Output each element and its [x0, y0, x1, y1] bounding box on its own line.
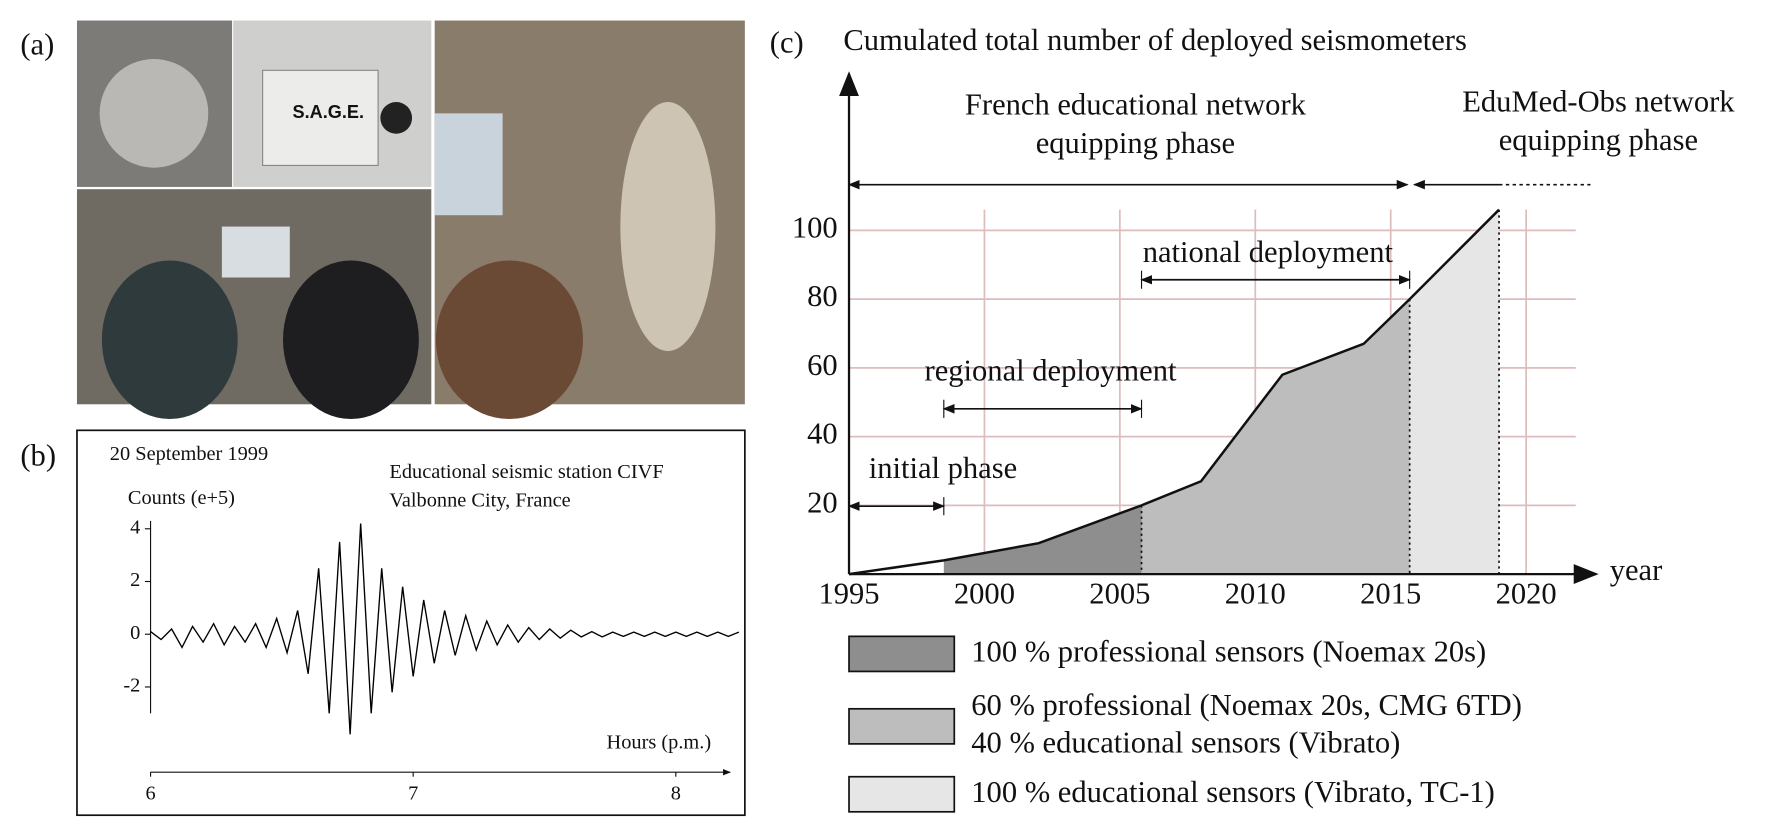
area-segment	[943, 505, 1142, 575]
person	[283, 260, 419, 419]
y-tick-label: 40	[807, 417, 838, 451]
y-tick-label: 20	[807, 485, 838, 519]
panel-label: (b)	[20, 439, 56, 473]
gps-antenna	[380, 102, 413, 134]
annotation: regional deployment	[925, 354, 1177, 388]
panel-label: (c)	[770, 25, 804, 59]
annotation: French educational network	[965, 88, 1307, 122]
panel-frame	[76, 429, 746, 817]
y-tick-label: 60	[807, 348, 838, 382]
person	[620, 102, 716, 352]
y-tick-label: 0	[130, 622, 140, 644]
annotation: national deployment	[1143, 235, 1394, 269]
legend-swatch	[848, 775, 956, 813]
y-tick-label: 4	[130, 516, 140, 538]
legend-label: 100 % educational sensors (Vibrato, TC-1…	[971, 775, 1495, 809]
annotation: equipping phase	[1499, 123, 1698, 157]
x-tick-label: 2000	[954, 577, 1015, 611]
photo-text: S.A.G.E.	[293, 102, 364, 122]
cumulative-line	[848, 208, 1500, 576]
y-tick-label: 2	[130, 569, 140, 591]
x-tick-label: 2005	[1089, 577, 1150, 611]
panel-label: (a)	[20, 28, 54, 62]
x-tick-label: 2010	[1225, 577, 1286, 611]
sage-box	[262, 69, 379, 166]
legend-swatch	[848, 707, 956, 745]
x-tick-label: 2020	[1496, 577, 1557, 611]
legend-label: 40 % educational sensors (Vibrato)	[971, 726, 1400, 760]
y-axis-label: Counts (e+5)	[128, 487, 235, 509]
legend-label: 100 % professional sensors (Noemax 20s)	[971, 634, 1486, 668]
x-tick-label: 1995	[818, 577, 879, 611]
y-tick-label: 100	[792, 210, 838, 244]
area-segment	[1409, 209, 1500, 575]
annotation: initial phase	[869, 451, 1017, 485]
annotation: Educational seismic station CIVF	[389, 461, 663, 483]
legend-swatch	[848, 635, 956, 673]
annotation: Valbonne City, France	[389, 489, 570, 511]
person	[435, 260, 583, 419]
screen	[434, 113, 503, 216]
screen	[221, 226, 290, 278]
x-tick-label: 6	[145, 783, 155, 805]
y-tick-label: -2	[123, 675, 140, 697]
annotation: EduMed-Obs network	[1462, 84, 1735, 118]
y-tick-label: 80	[807, 279, 838, 313]
x-tick-label: 7	[408, 783, 418, 805]
chart-title: 20 September 1999	[110, 443, 268, 465]
photo-panel: S.A.G.E.	[76, 20, 745, 419]
area-segment	[1141, 299, 1410, 575]
person	[101, 260, 238, 419]
x-tick-label: 8	[671, 783, 681, 805]
chart-title: Cumulated total number of deployed seism…	[843, 23, 1467, 57]
x-axis-label: year	[1610, 553, 1663, 587]
x-tick-label: 2015	[1360, 577, 1421, 611]
x-axis-label: Hours (p.m.)	[607, 732, 712, 754]
legend-label: 60 % professional (Noemax 20s, CMG 6TD)	[971, 688, 1522, 722]
annotation: equipping phase	[1036, 126, 1235, 160]
sensor-shape	[99, 59, 209, 168]
waveform	[150, 523, 740, 735]
